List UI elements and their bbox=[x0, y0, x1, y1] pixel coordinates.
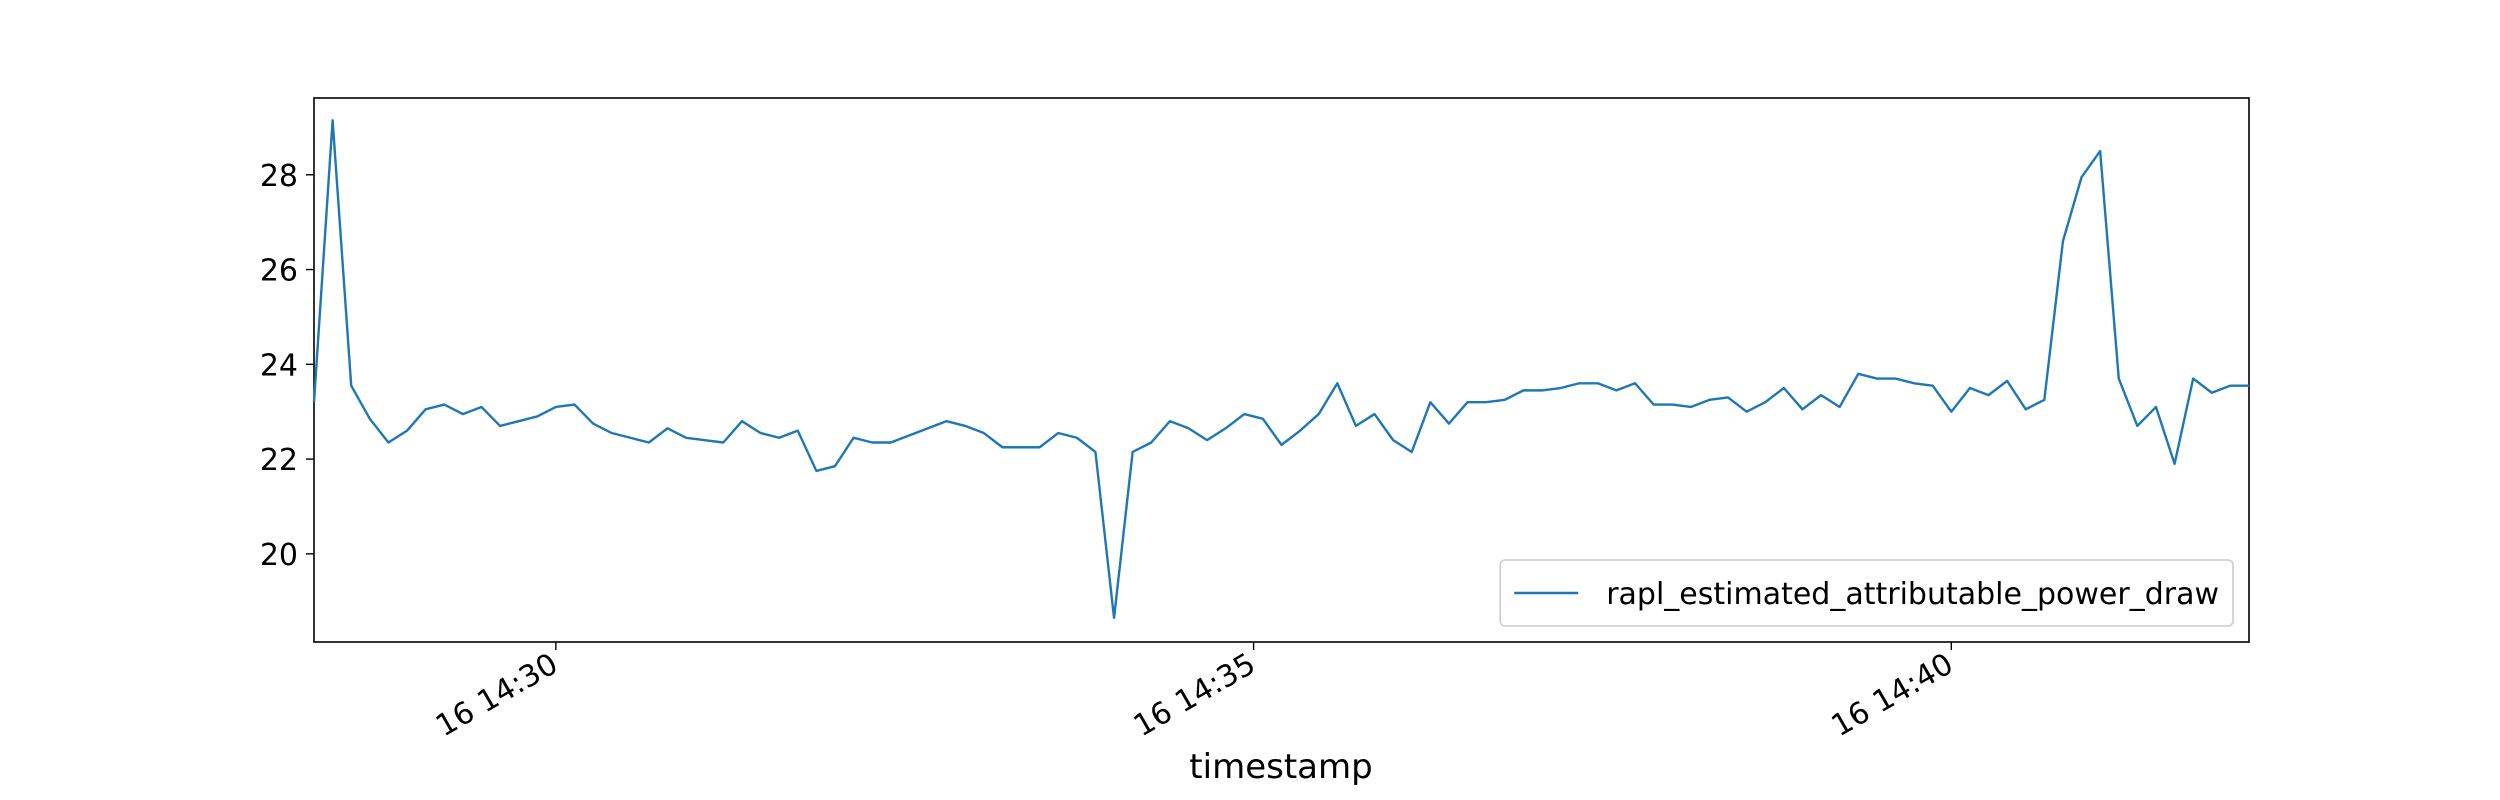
legend-label: rapl_estimated_attributable_power_draw bbox=[1606, 577, 2219, 612]
x-tick-label: 16 14:30 bbox=[430, 647, 564, 744]
y-tick-label: 22 bbox=[260, 443, 298, 478]
y-tick-label: 24 bbox=[260, 348, 298, 383]
y-tick-label: 28 bbox=[260, 159, 298, 194]
plot-frame bbox=[313, 97, 2250, 643]
x-tick-label: 16 14:35 bbox=[1128, 647, 1262, 744]
x-axis-label: timestamp bbox=[1189, 747, 1372, 787]
data-line bbox=[312, 119, 2249, 620]
y-tick-label: 20 bbox=[260, 538, 298, 573]
y-tick-label: 26 bbox=[260, 254, 298, 289]
legend-box bbox=[1499, 559, 2234, 627]
legend: rapl_estimated_attributable_power_draw bbox=[1499, 559, 2234, 627]
x-tick-label: 16 14:40 bbox=[1826, 647, 1960, 744]
